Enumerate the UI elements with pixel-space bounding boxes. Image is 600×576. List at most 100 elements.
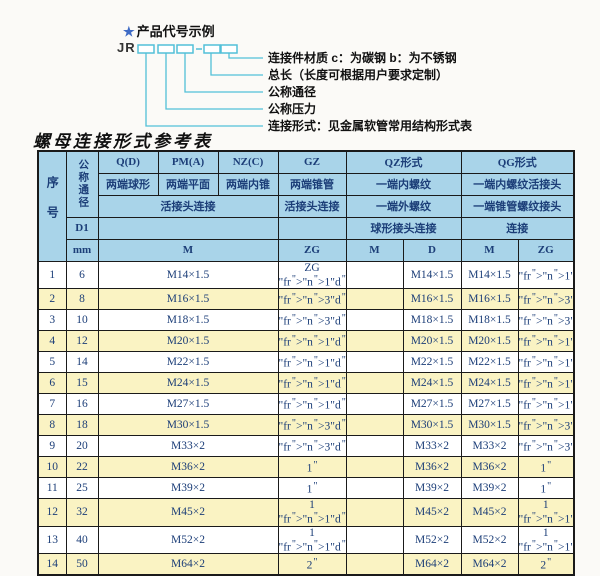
cell-m: M64×2: [97, 553, 279, 576]
col-header-qg-zg: ZG: [517, 238, 575, 262]
cell-gz_zg: 1 "fr">"n">1"d">4": [277, 498, 347, 527]
cell-no: 1: [37, 260, 67, 289]
cell-qg_zg: "fr">"n">1"d">2": [517, 330, 575, 352]
union-connection-label: 活接头连接: [97, 194, 279, 218]
cell-qz_d: M24×1.5: [402, 372, 462, 394]
cell-qz_m: [345, 288, 404, 310]
col-header-d1: D1: [65, 216, 99, 240]
cell-qz_d: M45×2: [402, 498, 462, 527]
cell-gz_zg: ZG "fr">"n">1"d">4": [277, 260, 347, 289]
cell-qz_d: M33×2: [402, 435, 462, 457]
qz-connection-label: 球形接头连接: [345, 216, 462, 240]
cell-qz_m: [345, 435, 404, 457]
cell-gz_zg: "fr">"n">3"d">8": [277, 309, 347, 331]
table-row: 14 50 M64×2 2" M64×2 M64×2 2": [37, 553, 575, 576]
cell-gz_zg: "fr">"n">3"d">4": [277, 414, 347, 436]
col-header-serial-text: 序号: [45, 176, 60, 237]
table-row: 10 22 M36×2 1" M36×2 M36×2 1": [37, 456, 575, 478]
cell-qg_m: M27×1.5: [460, 393, 519, 415]
code-meaning-length: 总长（长度可根据用户要求定制）: [268, 68, 449, 82]
cell-qg_m: M33×2: [460, 435, 519, 457]
cell-qz_d: M27×1.5: [402, 393, 462, 415]
cell-qg_zg: "fr">"n">1"d">2": [517, 372, 575, 394]
code-meaning-material: 连接件材质 c：为碳钢 b：为不锈钢: [268, 51, 457, 65]
col-header-nzc: NZ(C): [217, 150, 279, 174]
cell-gz_zg: "fr">"n">1"d">2": [277, 351, 347, 373]
cell-dn: 10: [65, 309, 99, 331]
code-box-2: [157, 44, 175, 54]
leader-line-material: [228, 53, 263, 59]
cell-m: M36×2: [97, 456, 279, 478]
col-header-qz-m: M: [345, 238, 404, 262]
col-header-dn-text: 公称通径: [77, 159, 89, 210]
cell-no: 6: [37, 372, 67, 394]
cell-no: 7: [37, 393, 67, 415]
qg-connection-label: 连接: [460, 216, 575, 240]
cell-dn: 32: [65, 498, 99, 527]
cell-qg_m: M39×2: [460, 477, 519, 499]
cell-qg_zg: "fr">"n">3"d">8": [517, 288, 575, 310]
cell-no: 14: [37, 553, 67, 576]
table-row: 716M27×1.5"fr">"n">1"d">2"M27×1.5M27×1.5…: [37, 393, 575, 415]
col-header-qg-m: M: [460, 238, 519, 262]
diagram-heading-text: 产品代号示例: [136, 24, 215, 39]
cell-qz_m: [345, 414, 404, 436]
leader-line-form: [145, 53, 263, 127]
cell-m: M45×2: [97, 498, 279, 527]
cell-no: 9: [37, 435, 67, 457]
code-meaning-form: 连接形式：见金属软管常用结构形式表: [268, 119, 473, 133]
cell-qz_m: [345, 372, 404, 394]
cell-qg_m: M22×1.5: [460, 351, 519, 373]
cell-gz_zg: "fr">"n">1"d">2": [277, 393, 347, 415]
cell-no: 4: [37, 330, 67, 352]
cell-m: M22×1.5: [97, 351, 279, 373]
cell-m: M27×1.5: [97, 393, 279, 415]
cell-no: 10: [37, 456, 67, 478]
desc-qg-2: 一端锥管螺纹接头: [460, 194, 575, 218]
desc-qz-1: 一端内螺纹: [345, 172, 462, 196]
desc-pma: 两端平面: [157, 172, 219, 196]
cell-m: M18×1.5: [97, 309, 279, 331]
cell-qz_d: M30×1.5: [402, 414, 462, 436]
cell-qg_zg: 2": [517, 553, 575, 576]
cell-qz_m: [345, 525, 404, 554]
cell-qz_d: M64×2: [402, 553, 462, 576]
cell-qg_m: M36×2: [460, 456, 519, 478]
cell-qg_zg: "fr">"n">3"d">4": [517, 414, 575, 436]
cell-qg_m: M16×1.5: [460, 288, 519, 310]
cell-qg_m: M18×1.5: [460, 309, 519, 331]
cell-qg_m: M64×2: [460, 553, 519, 576]
leader-line-diameter: [184, 53, 263, 93]
cell-m: M52×2: [97, 525, 279, 554]
table-title: 螺母连接形式参考表: [33, 132, 213, 152]
cell-qz_m: [345, 498, 404, 527]
cell-no: 12: [37, 498, 67, 527]
cell-qz_m: [345, 553, 404, 576]
desc-qz-2: 一端外螺纹: [345, 194, 462, 218]
cell-qg_m: M14×1.5: [460, 260, 519, 289]
cell-qz_m: [345, 351, 404, 373]
cell-gz_zg: 1": [277, 477, 347, 499]
code-meaning-diameter: 公称通径: [268, 85, 317, 99]
cell-dn: 50: [65, 553, 99, 576]
cell-qz_d: M20×1.5: [402, 330, 462, 352]
cell-qz_m: [345, 309, 404, 331]
table-row: 818M30×1.5"fr">"n">3"d">4"M30×1.5M30×1.5…: [37, 414, 575, 436]
cell-qg_zg: 1": [517, 456, 575, 478]
cell-gz_zg: "fr">"n">3"d">8": [277, 288, 347, 310]
cell-qz_d: M36×2: [402, 456, 462, 478]
code-box-1: [137, 44, 155, 54]
cell-no: 5: [37, 351, 67, 373]
cell-m: M20×1.5: [97, 330, 279, 352]
cell-qg_m: M20×1.5: [460, 330, 519, 352]
desc-qg-1: 一端内螺纹活接头: [460, 172, 575, 196]
cell-m: M30×1.5: [97, 414, 279, 436]
cell-dn: 14: [65, 351, 99, 373]
col-header-serial: 序号: [37, 150, 67, 262]
cell-dn: 20: [65, 435, 99, 457]
cell-gz_zg: "fr">"n">1"d">2": [277, 372, 347, 394]
cell-m: M39×2: [97, 477, 279, 499]
